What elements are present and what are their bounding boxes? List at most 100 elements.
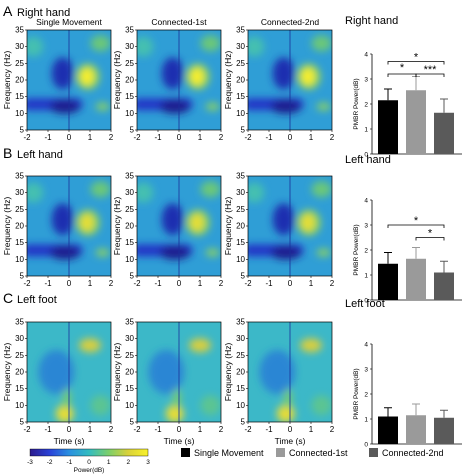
bar [434, 272, 454, 300]
spectrogram-r1-c1: 5 10 15 20 25 30 35 -2 -1 0 1 2 Frequency (Hz) Single… [2, 17, 114, 142]
x-tick-label: -2 [133, 133, 141, 142]
x-tick-label: -1 [154, 425, 162, 434]
y-tick-label: 35 [236, 172, 245, 181]
y-tick-label: 35 [125, 26, 134, 35]
y-tick-label: 25 [15, 59, 24, 68]
y-tick-label: 5 [130, 272, 135, 281]
y-tick-label: 5 [241, 126, 246, 135]
y-tick-label: 2 [364, 102, 368, 109]
y-tick-label: 35 [15, 26, 24, 35]
colorbar-strip [29, 448, 149, 457]
y-tick-label: 15 [125, 384, 134, 393]
row-titles: A Right hand B Left hand C Left foot [3, 3, 70, 306]
x-tick-label: -2 [23, 425, 31, 434]
y-tick-label: 5 [20, 126, 25, 135]
y-tick-label: 30 [236, 188, 245, 197]
y-tick-label: 20 [236, 368, 245, 377]
x-tick-label: -2 [244, 279, 252, 288]
y-tick-label: 35 [236, 26, 245, 35]
colorbar-tick-label: -1 [66, 459, 72, 466]
x-tick-label: 1 [309, 425, 314, 434]
beta-rebound [189, 213, 204, 232]
spectrogram-r2-c2: 5 10 15 20 25 30 35 -2 -1 0 1 2 Frequency (Hz) [112, 172, 224, 289]
x-tick-label: 1 [88, 279, 93, 288]
spectrogram-image [248, 176, 332, 276]
y-tick-label: 20 [125, 76, 134, 85]
significance-bracket [415, 73, 445, 77]
beta-rebound [79, 213, 94, 232]
y-tick-label: 30 [125, 334, 134, 343]
y-tick-label: 15 [15, 384, 24, 393]
panel-letter: A [3, 3, 13, 19]
x-tick-label: 2 [219, 425, 224, 434]
x-axis-label: Time (s) [54, 436, 85, 446]
y-tick-label: 3 [364, 77, 368, 84]
y-tick-label: 35 [236, 318, 245, 327]
y-tick-label: 30 [15, 334, 24, 343]
y-tick-label: 35 [15, 172, 24, 181]
colorbar-tick-label: -2 [47, 459, 53, 466]
x-tick-label: 0 [177, 279, 182, 288]
y-axis-label: PMBR Power(dB) [353, 78, 360, 129]
y-tick-label: 5 [130, 126, 135, 135]
beta-desync [161, 57, 184, 90]
x-tick-label: 1 [88, 425, 93, 434]
legend-swatch [276, 448, 285, 457]
y-tick-label: 20 [236, 76, 245, 85]
x-tick-label: 2 [109, 133, 114, 142]
y-tick-label: 15 [15, 238, 24, 247]
column-title: Single Movement [36, 17, 102, 27]
y-tick-label: 20 [15, 368, 24, 377]
y-tick-label: 5 [241, 272, 246, 281]
y-tick-label: 25 [15, 351, 24, 360]
y-axis-label: Frequency (Hz) [2, 197, 12, 256]
x-tick-label: -1 [265, 279, 273, 288]
x-tick-label: 0 [288, 425, 293, 434]
bar [406, 415, 426, 444]
colorbar-tick-label: 2 [127, 459, 131, 466]
spectrogram-r1-c3: 5 10 15 20 25 30 35 -2 -1 0 1 2 Frequency (Hz) Connec… [223, 17, 335, 142]
y-tick-label: 25 [125, 351, 134, 360]
legend: Single Movement Connected-1st Connected-2n… [181, 448, 444, 458]
beta-rebound [300, 213, 315, 232]
y-tick-label: 0 [364, 298, 368, 305]
colorbar-tick-label: -3 [27, 459, 33, 466]
beta-desync [272, 57, 295, 90]
significance-bracket [415, 237, 445, 241]
spectrogram-r1-c2: 5 10 15 20 25 30 35 -2 -1 0 1 2 Frequency (Hz) Connec… [112, 17, 224, 142]
y-tick-label: 25 [15, 205, 24, 214]
y-tick-label: 4 [364, 342, 368, 349]
significance-bracket [387, 224, 445, 228]
x-tick-label: 0 [67, 279, 72, 288]
y-tick-label: 15 [236, 238, 245, 247]
y-tick-label: 0 [364, 152, 368, 159]
y-tick-label: 20 [125, 222, 134, 231]
y-tick-label: 20 [236, 222, 245, 231]
x-tick-label: 2 [219, 279, 224, 288]
row-title: Left hand [17, 149, 63, 161]
bar [378, 416, 398, 444]
spectrogram-r3-c1: 5 10 15 20 25 30 35 -2 -1 0 1 2 Frequency (Hz) Time (… [2, 318, 114, 447]
colorbar-tick-label: 1 [107, 459, 111, 466]
x-tick-label: 0 [177, 425, 182, 434]
panel-letter: C [3, 290, 13, 306]
y-tick-label: 3 [364, 367, 368, 374]
beta-rebound [300, 338, 322, 353]
spectrogram-r3-c2: 5 10 15 20 25 30 35 -2 -1 0 1 2 Frequency (Hz) Time (… [112, 318, 224, 447]
significance-star: * [414, 215, 419, 227]
bar [434, 417, 454, 444]
bar [378, 263, 398, 300]
beta-desync [259, 350, 296, 394]
bar-chart-title: Left foot [345, 298, 385, 310]
spectrogram-image [137, 30, 221, 130]
y-tick-label: 10 [15, 109, 24, 118]
x-axis-label: Time (s) [275, 436, 306, 446]
beta-desync [51, 203, 74, 236]
y-tick-label: 4 [364, 198, 368, 205]
x-tick-label: -1 [44, 133, 52, 142]
y-tick-label: 1 [364, 273, 368, 280]
x-tick-label: 0 [288, 279, 293, 288]
bar [378, 100, 398, 154]
significance-star: *** [424, 64, 438, 76]
